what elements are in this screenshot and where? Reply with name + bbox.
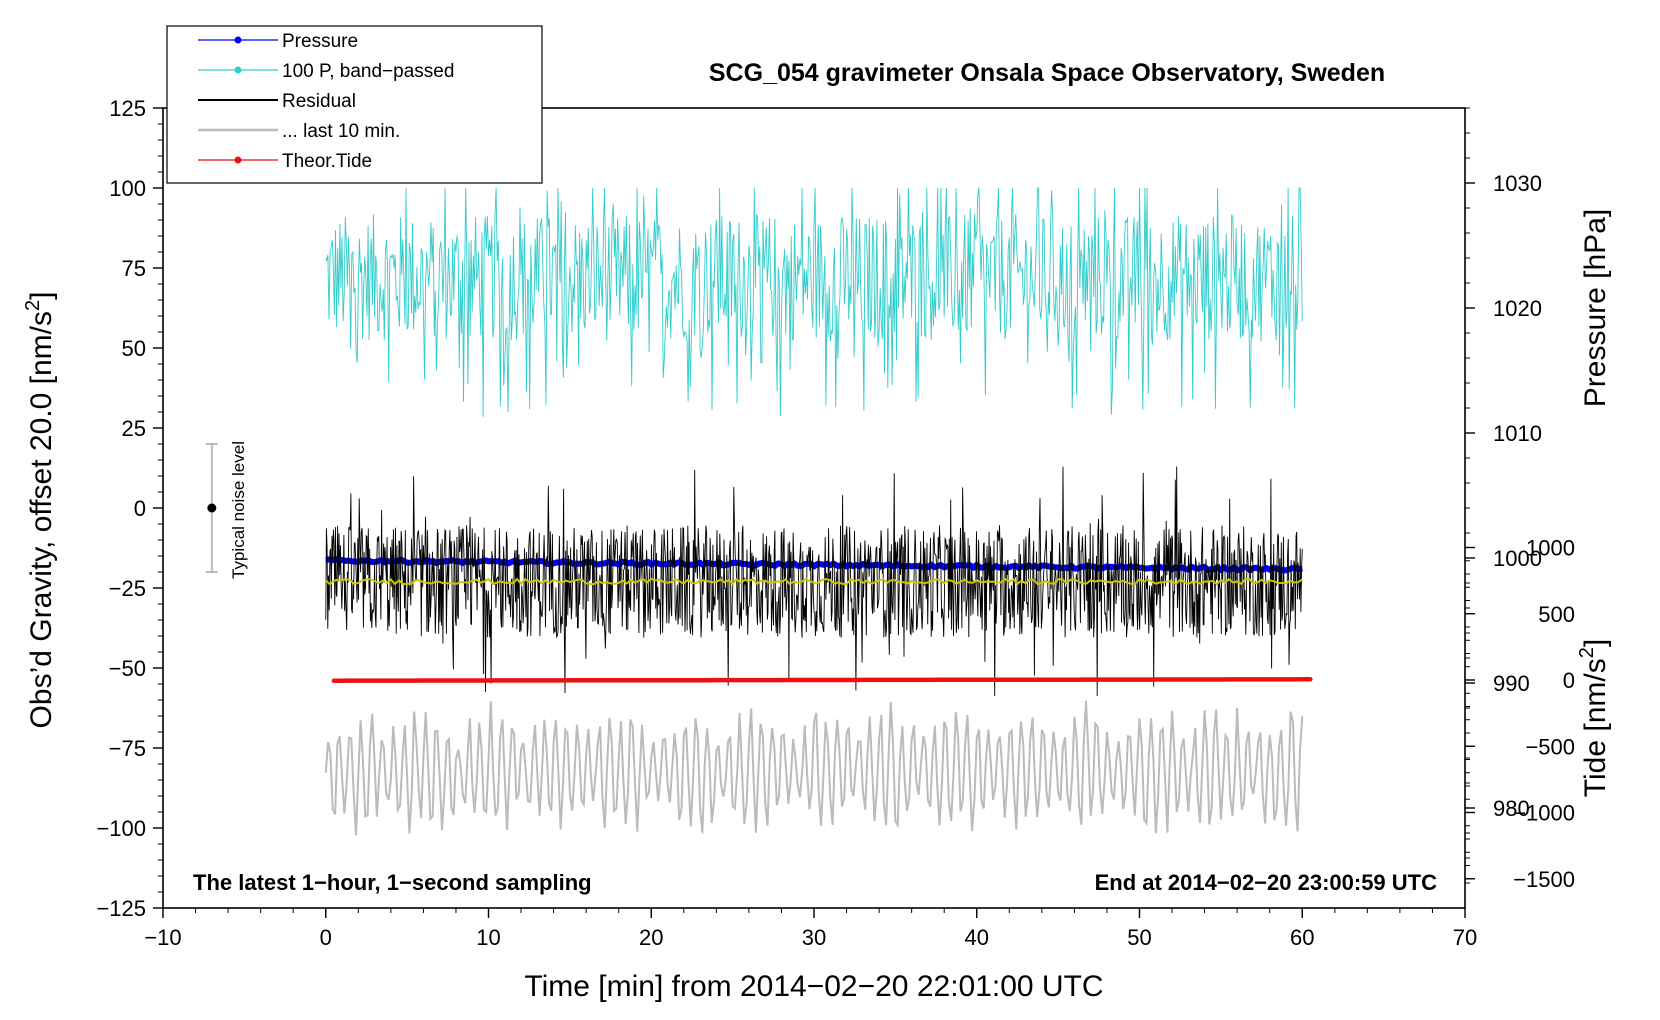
x-tick-label: 70	[1453, 925, 1477, 950]
y-axis-title-pressure: Pressure [hPa]	[1579, 209, 1612, 407]
series-residual	[325, 466, 1303, 697]
y-axis-title-tide-main: Tide [nm/s	[1579, 658, 1612, 797]
legend-swatch-marker	[234, 66, 242, 74]
x-axis-title: Time [min] from 2014−02−20 22:01:00 UTC	[524, 970, 1103, 1003]
tide-tick-label: −500	[1525, 734, 1575, 759]
y-tick-label: 100	[109, 176, 146, 201]
y-tick-label: −75	[109, 736, 146, 761]
noise-level-indicator: Typical noise level	[205, 441, 248, 579]
legend-item-pressure: Pressure	[198, 31, 358, 52]
legend-item-theor-tide: Theor.Tide	[198, 151, 372, 172]
noise-level-label: Typical noise level	[229, 441, 248, 579]
axis-ticks: −10 0 10 20 30 40 50 60 701251007550250−25−50−75…	[96, 96, 1575, 950]
legend-label: Theor.Tide	[282, 151, 372, 172]
series-pressure	[325, 556, 1303, 574]
series-band-passed-pressure	[325, 187, 1303, 417]
x-tick-label: 40	[965, 925, 989, 950]
legend-box	[166, 25, 543, 184]
legend-swatch-marker	[234, 36, 242, 44]
sampling-note: The latest 1−hour, 1−second sampling	[193, 870, 592, 895]
tide-tick-label: 500	[1538, 602, 1575, 627]
y-tick-label: 50	[122, 336, 146, 361]
x-tick-label: 10	[476, 925, 500, 950]
x-tick-label: −10	[144, 925, 181, 950]
legend-swatch-marker	[234, 156, 242, 164]
y-axis-title-tide-sup: 2	[1576, 647, 1598, 658]
legend-label: 100 P, band−passed	[282, 61, 454, 82]
y-tick-label: 0	[134, 496, 146, 521]
pressure-tick-label: 1020	[1493, 296, 1542, 321]
y-axis-title-left-end: ]	[25, 292, 58, 300]
legend-item-last-10-min: ... last 10 min.	[198, 121, 400, 142]
tide-tick-label: −1000	[1513, 801, 1575, 826]
x-tick-label: 30	[802, 925, 826, 950]
y-axis-title-left-main: Obs’d Gravity, offset 20.0 [nm/s	[25, 311, 58, 728]
tide-tick-label: −1500	[1513, 867, 1575, 892]
legend-item-residual: Residual	[198, 91, 356, 112]
x-tick-label: 0	[320, 925, 332, 950]
y-tick-label: 25	[122, 416, 146, 441]
y-tick-label: −100	[96, 816, 146, 841]
tide-tick-label: 1000	[1526, 536, 1575, 561]
y-tick-label: 125	[109, 96, 146, 121]
end-time-note: End at 2014−02−20 23:00:59 UTC	[1095, 870, 1438, 895]
y-tick-label: −50	[109, 656, 146, 681]
y-tick-label: 75	[122, 256, 146, 281]
tide-tick-label: 0	[1563, 668, 1575, 693]
pressure-tick-label: 1030	[1493, 171, 1542, 196]
pressure-tick-label: 980	[1493, 796, 1530, 821]
y-axis-title-left-sup: 2	[22, 300, 44, 311]
series-layer	[324, 187, 1313, 836]
chart-title: SCG_054 gravimeter Onsala Space Observat…	[709, 59, 1385, 87]
legend-label: Residual	[282, 91, 356, 112]
y-axis-title-left: Obs’d Gravity, offset 20.0 [nm/s2]	[22, 292, 58, 729]
x-tick-label: 60	[1290, 925, 1314, 950]
series-last-10-min	[324, 700, 1304, 836]
x-tick-label: 20	[639, 925, 663, 950]
legend: Pressure 100 P, band−passed Residual ...…	[166, 25, 543, 184]
y-tick-label: −25	[109, 576, 146, 601]
pressure-tick-label: 1010	[1493, 421, 1542, 446]
legend-label: Pressure	[282, 31, 358, 52]
x-tick-label: 50	[1127, 925, 1151, 950]
y-tick-label: −125	[96, 896, 146, 921]
pressure-tick-label: 990	[1493, 671, 1530, 696]
y-axis-title-tide-end: ]	[1579, 639, 1612, 647]
pressure-tick-label: 1000	[1493, 546, 1542, 571]
series-smoothed-residual	[325, 577, 1303, 586]
legend-item-band-passed: 100 P, band−passed	[198, 61, 454, 82]
noise-level-dot	[207, 503, 217, 513]
y-axis-title-tide: Tide [nm/s2]	[1576, 639, 1612, 797]
series-theoretical-tide	[331, 677, 1313, 683]
legend-label: ... last 10 min.	[282, 121, 400, 142]
